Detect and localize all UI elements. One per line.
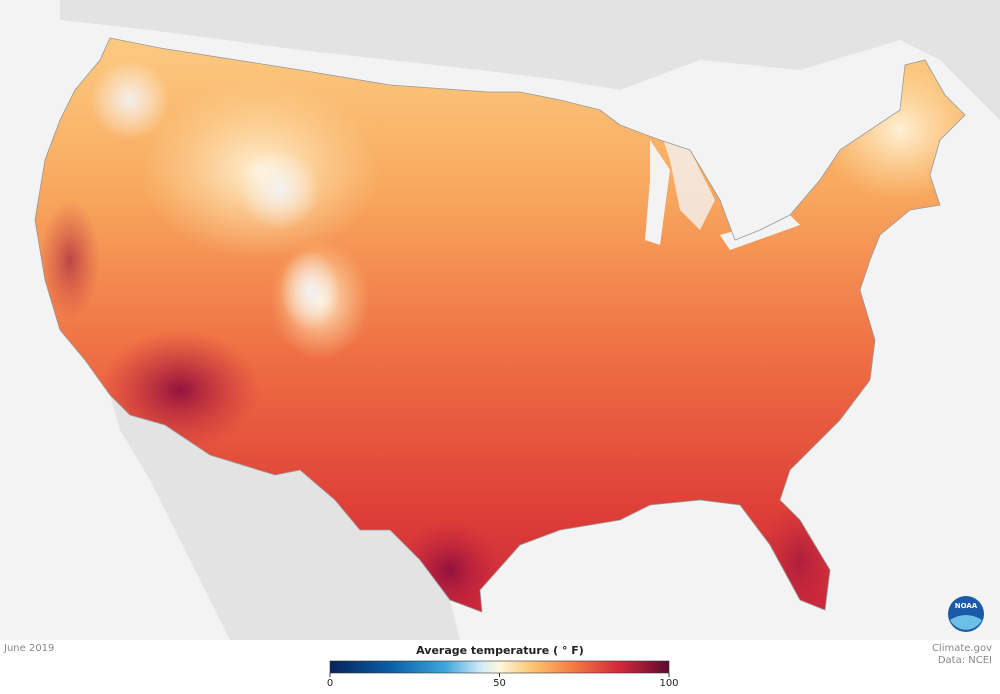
legend-title: Average temperature ( ° F): [416, 644, 584, 657]
canada: [60, 0, 1000, 120]
logo-text: NOAA: [955, 602, 978, 610]
source: Data: NCEI: [938, 655, 992, 666]
credit: Climate.gov: [932, 643, 992, 654]
colorbar: [329, 660, 670, 674]
tick-label: 100: [659, 678, 678, 689]
legend-ticks: 0 50 100: [327, 673, 679, 689]
tick-label: 0: [327, 678, 333, 689]
lake-superior: [610, 90, 700, 135]
date-label: June 2019: [3, 643, 54, 654]
noaa-logo: NOAA: [948, 596, 984, 632]
logo-wave: [950, 615, 982, 630]
mexico: [110, 395, 460, 640]
tick-label: 50: [493, 678, 506, 689]
